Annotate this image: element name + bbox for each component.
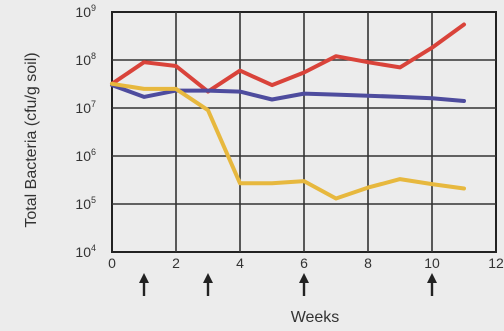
x-tick-label: 4: [236, 255, 244, 271]
treatment-arrow-head: [427, 273, 437, 283]
y-tick-label: 106: [75, 147, 96, 164]
y-tick-label: 107: [75, 99, 96, 116]
x-axis-label: Weeks: [291, 309, 340, 326]
treatment-arrow-head: [139, 273, 149, 283]
x-tick-label: 8: [364, 255, 372, 271]
y-tick-label: 104: [75, 243, 96, 260]
y-tick-label: 109: [75, 3, 96, 20]
y-axis-label: Total Bacteria (cfu/g soil): [23, 52, 40, 227]
x-tick-label: 12: [488, 255, 504, 271]
tick-labels: 0 2 4 6 8 10 12 104 105 106 107 108 109: [75, 3, 504, 271]
x-tick-label: 0: [108, 255, 116, 271]
treatment-arrow-head: [203, 273, 213, 283]
y-tick-label: 105: [75, 195, 96, 212]
y-tick-label: 108: [75, 51, 96, 68]
x-tick-label: 2: [172, 255, 180, 271]
treatment-arrow-head: [299, 273, 309, 283]
series-line-3: [110, 81, 466, 201]
grid: [111, 11, 497, 253]
series-lines: [110, 22, 466, 201]
series-line-1: [110, 22, 466, 94]
treatment-arrows: [139, 273, 437, 296]
x-tick-label: 6: [300, 255, 308, 271]
x-tick-label: 10: [424, 255, 440, 271]
series-line-2: [110, 83, 466, 103]
